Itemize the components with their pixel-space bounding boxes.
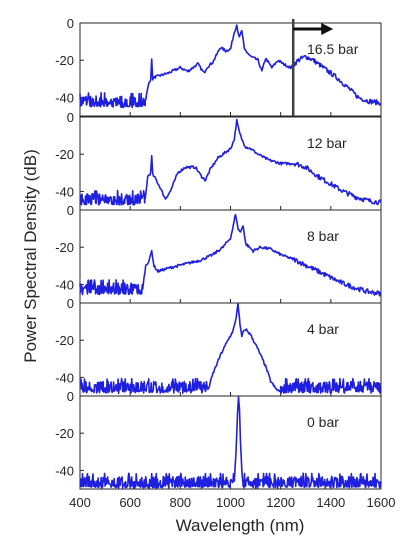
y-tick-label: -20 [55,147,74,162]
y-tick-label: -40 [55,277,74,292]
panel-label: 4 bar [307,321,339,337]
x-tick-label: 1200 [266,495,295,510]
y-tick-label: -20 [55,53,74,68]
panel-0: 0 -20 -40 16.5 bar [55,16,382,117]
panels-group: 0 -20 -40 16.5 bar 0 -20 -40 12 bar 0 -20 -40 8 bar… [55,16,382,490]
x-axis: 400 600 800 1000 1200 1400 1600 [69,495,395,510]
y-tick-label: -20 [55,333,74,348]
panel-label: 12 bar [307,135,347,151]
series-line [79,24,382,109]
panel-4: 0 -20 -40 0 bar [55,389,382,490]
series-line [79,302,382,394]
y-tick-label: 0 [67,203,74,218]
panel-frame [79,116,382,211]
y-axis-label: Power Spectral Density (dB) [21,149,40,363]
y-tick-label: 0 [67,296,74,311]
x-tick-label: 400 [69,495,91,510]
panel-label: 0 bar [307,414,339,430]
x-tick-label: 600 [119,495,141,510]
x-axis-label: Wavelength (nm) [176,516,305,535]
panel-frame [79,395,382,490]
series-line [79,118,382,206]
y-tick-label: 0 [67,389,74,404]
panel-label: 8 bar [307,228,339,244]
y-tick-label: 0 [67,16,74,31]
arrow-head-icon [321,23,334,35]
y-tick-label: -40 [55,370,74,385]
panel-label: 16.5 bar [307,41,359,57]
y-tick-label: 0 [67,110,74,125]
x-tick-label: 1000 [216,495,245,510]
panel-1: 0 -20 -40 12 bar [55,110,382,211]
x-tick-label: 800 [169,495,191,510]
y-tick-label: -40 [55,90,74,105]
y-tick-label: -20 [55,426,74,441]
series-line [79,396,382,489]
y-tick-label: -20 [55,240,74,255]
panel-2: 0 -20 -40 8 bar [55,203,382,304]
panel-3: 0 -20 -40 4 bar [55,296,382,397]
x-tick-label: 1400 [316,495,345,510]
x-tick-label: 1600 [367,495,396,510]
y-tick-label: -40 [55,184,74,199]
y-tick-label: -40 [55,463,74,478]
series-line [79,213,382,297]
